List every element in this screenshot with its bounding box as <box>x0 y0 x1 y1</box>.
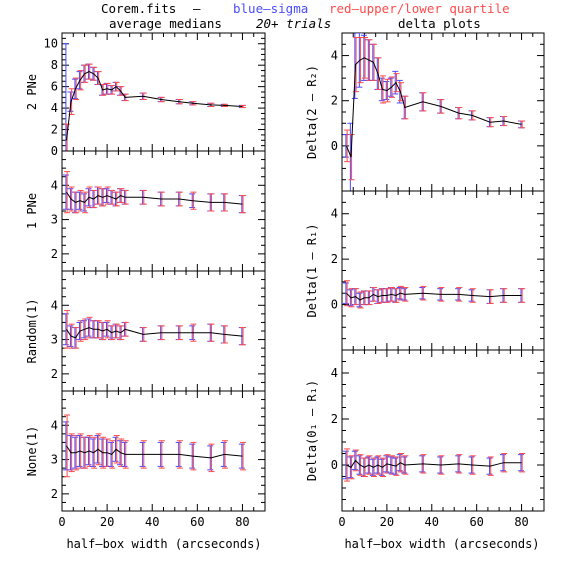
y-tick-label: 6 <box>51 80 58 94</box>
y-tick-label: 3 <box>51 333 58 347</box>
x-tick-label: 80 <box>514 515 528 529</box>
x-tick-label: 0 <box>338 515 345 529</box>
legend-red-quartile: red–upper/lower quartile <box>329 1 510 16</box>
y-tick-label: 8 <box>51 58 58 72</box>
y-tick-label: 2 <box>51 247 58 261</box>
x-axis-label-right: half–box width (arcseconds) <box>344 537 539 551</box>
x-tick-label: 40 <box>145 515 159 529</box>
median-line <box>66 327 243 339</box>
y-axis-label: None(1) <box>25 426 39 477</box>
panel-frame <box>61 32 266 152</box>
y-tick-label: 4 <box>51 101 58 115</box>
y-tick-label: 4 <box>51 178 58 192</box>
panel-data <box>342 448 526 482</box>
panel-data <box>62 414 247 478</box>
y-tick-label: 4 <box>331 49 338 63</box>
y-tick-label: 3 <box>51 453 58 467</box>
y-tick-label: 2 <box>51 487 58 501</box>
y-tick-label: 4 <box>51 418 58 432</box>
y-axis-label: 2 PNe <box>25 74 39 110</box>
y-axis-label: Delta(0₁ – R₁) <box>305 380 319 481</box>
file-label: Corem.fits <box>101 1 176 16</box>
panel-data <box>62 309 247 349</box>
y-axis-label: Delta(1 – R₁) <box>305 224 319 318</box>
panel-7: 0 20 40 60 80 0 2 4 Delta(0₁ – R₁) <box>305 349 545 529</box>
y-tick-label: 0 <box>331 298 338 312</box>
panel-frame <box>341 190 545 351</box>
panel-frame <box>61 150 266 272</box>
right-column-title: delta plots <box>398 16 481 31</box>
median-line <box>346 57 522 158</box>
x-tick-label: 20 <box>100 515 114 529</box>
panel-6: 0 2 4 Delta(1 – R₁) <box>305 190 545 351</box>
median-line <box>346 292 522 301</box>
x-tick-label: 0 <box>58 515 65 529</box>
y-tick-label: 3 <box>51 213 58 227</box>
panel-data <box>342 280 526 309</box>
panel-frame <box>341 32 545 192</box>
panel-5: 0 2 4 Delta(2 – R₂) <box>305 32 545 192</box>
median-line <box>66 191 243 205</box>
x-tick-label: 60 <box>469 515 483 529</box>
y-tick-label: 4 <box>51 298 58 312</box>
panel-1: 0 2 4 6 8 10 2 PNe <box>25 32 266 158</box>
median-line <box>346 459 522 468</box>
y-axis-label: Random(1) <box>25 298 39 363</box>
y-tick-label: 0 <box>331 139 338 153</box>
panel-frame <box>61 390 266 512</box>
panel-frame <box>341 349 545 512</box>
trials-note: 20+ trials <box>256 16 331 31</box>
y-tick-label: 0 <box>51 144 58 158</box>
y-tick-label: 0 <box>331 458 338 472</box>
x-tick-label: 80 <box>235 515 249 529</box>
y-tick-label: 2 <box>331 94 338 108</box>
y-tick-label: 4 <box>331 207 338 221</box>
panel-4: 0 20 40 60 80 2 3 4 None(1) <box>25 390 266 529</box>
panel-data <box>62 171 247 214</box>
y-tick-label: 2 <box>51 123 58 137</box>
y-tick-label: 2 <box>51 367 58 381</box>
panel-3: 2 3 4 Random(1) <box>25 270 266 392</box>
legend-blue-sigma: blue–sigma <box>233 1 308 16</box>
panel-data <box>62 43 247 151</box>
y-tick-label: 4 <box>331 366 338 380</box>
median-line <box>66 445 243 459</box>
left-column-title: average medians <box>109 16 222 31</box>
x-axis-label-left: half–box width (arcseconds) <box>66 537 261 551</box>
x-tick-label: 60 <box>190 515 204 529</box>
y-axis-label: Delta(2 – R₂) <box>305 65 319 159</box>
panel-2: 2 3 4 1 PNe <box>25 150 266 272</box>
header-dash: – <box>193 1 201 16</box>
panel-data <box>342 33 526 191</box>
y-tick-label: 2 <box>331 412 338 426</box>
median-line <box>66 71 243 141</box>
panel-frame <box>61 270 266 392</box>
y-tick-label: 10 <box>44 37 58 51</box>
x-tick-label: 20 <box>380 515 394 529</box>
y-axis-label: 1 PNe <box>25 193 39 229</box>
x-tick-label: 40 <box>425 515 439 529</box>
y-tick-label: 2 <box>331 252 338 266</box>
